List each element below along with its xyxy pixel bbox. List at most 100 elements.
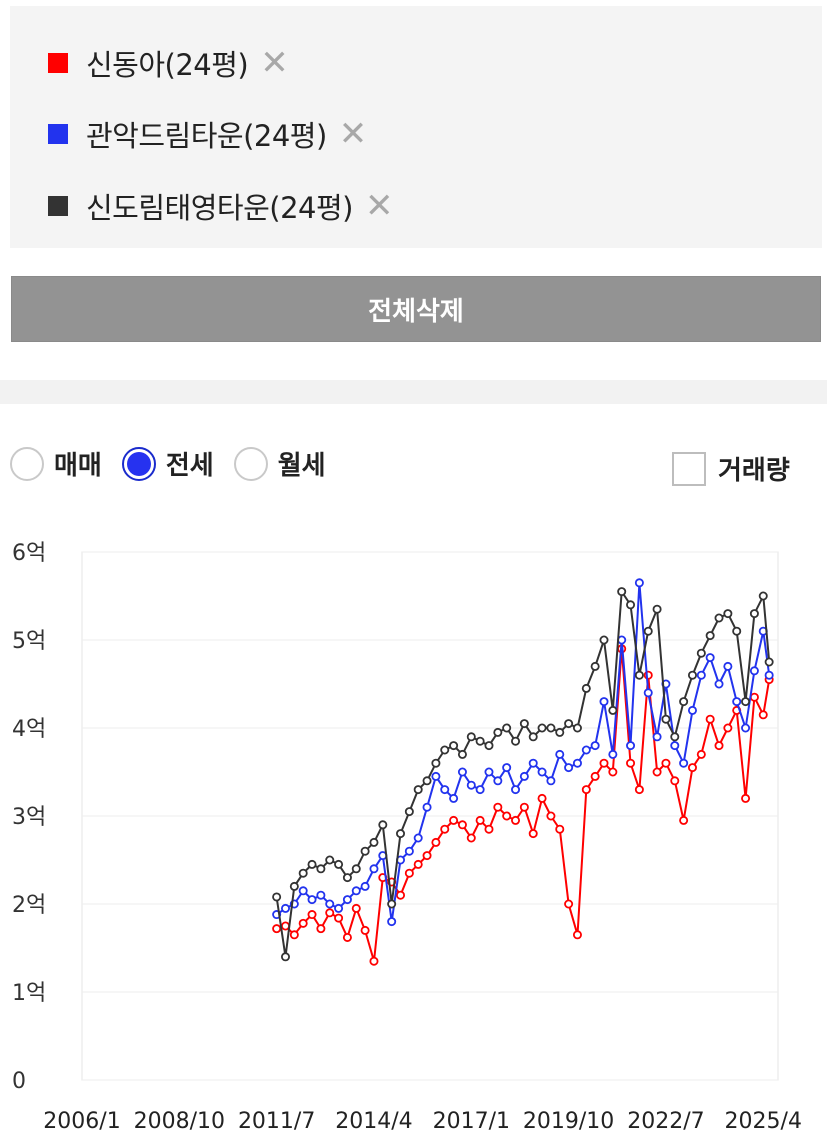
legend-item-gwanak-dream-town: 관악드림타운(24평) ✕ (48, 112, 367, 156)
radio-option-jeonse[interactable]: 전세 (121, 445, 214, 482)
data-point (280, 952, 290, 962)
y-tick-label: 4억 (12, 717, 46, 742)
jeonse-price-chart: 0 1억 2억 3억 4억 5억 6억 2006/1 2008/10 2011/7 2014/4 20… (12, 541, 802, 1134)
data-point (431, 771, 441, 781)
data-point (466, 833, 476, 843)
data-point (307, 910, 317, 920)
data-point (431, 758, 441, 768)
close-icon[interactable]: ✕ (338, 114, 368, 154)
legend-swatch-blue (48, 124, 68, 144)
data-point (626, 758, 636, 768)
data-point (764, 657, 774, 667)
data-point (670, 741, 680, 751)
data-point (298, 918, 308, 928)
y-tick-label: 5억 (12, 629, 46, 654)
data-point (484, 824, 494, 834)
data-point (502, 811, 512, 821)
data-point (652, 732, 662, 742)
radio-button-selected[interactable] (121, 446, 156, 481)
data-point (758, 591, 768, 601)
radio-label: 전세 (165, 451, 214, 481)
data-point (741, 697, 751, 707)
data-point (325, 899, 335, 909)
x-tick-label: 2025/4 (725, 1109, 802, 1134)
section-divider (0, 380, 827, 404)
close-icon[interactable]: ✕ (260, 43, 289, 83)
data-point (732, 626, 742, 636)
data-point (475, 736, 485, 746)
data-point (608, 749, 618, 759)
data-point (369, 837, 379, 847)
data-point (316, 864, 326, 874)
data-point (449, 815, 459, 825)
data-point (634, 670, 644, 680)
data-point (608, 767, 618, 777)
data-point (599, 635, 609, 645)
data-point (404, 807, 414, 817)
data-point (555, 824, 565, 834)
data-point (687, 705, 697, 715)
data-point (369, 864, 379, 874)
data-point (687, 763, 697, 773)
data-point (626, 741, 636, 751)
data-point (493, 802, 503, 812)
data-point (413, 833, 423, 843)
volume-checkbox[interactable] (672, 451, 706, 486)
radio-button[interactable] (10, 446, 44, 481)
data-point (714, 741, 724, 751)
data-point (572, 758, 582, 768)
data-point (280, 921, 290, 931)
data-point (325, 855, 335, 865)
data-point (652, 604, 662, 614)
data-point (590, 661, 600, 671)
y-tick-label: 6억 (12, 541, 46, 566)
data-point (280, 903, 290, 913)
data-point (643, 688, 653, 698)
data-point (484, 741, 494, 751)
data-point (493, 776, 503, 786)
data-point (723, 723, 733, 733)
data-point (749, 692, 759, 702)
data-point (422, 802, 432, 812)
data-point (643, 626, 653, 636)
data-point (466, 780, 476, 790)
radio-option-monthly-rent[interactable]: 월세 (233, 445, 326, 482)
legend-swatch-dark (48, 196, 68, 216)
data-point (475, 785, 485, 795)
data-point (599, 758, 609, 768)
clear-all-button[interactable]: 전체삭제 (11, 276, 821, 342)
close-icon[interactable]: ✕ (364, 186, 394, 226)
data-point (351, 903, 361, 913)
data-point (360, 881, 370, 891)
volume-toggle[interactable]: 거래량 (672, 450, 790, 487)
data-point (334, 903, 344, 913)
volume-label: 거래량 (718, 456, 790, 486)
data-point (564, 899, 574, 909)
data-point (572, 930, 582, 940)
data-point (537, 767, 547, 777)
data-point (360, 925, 370, 935)
data-point (422, 851, 432, 861)
data-point (546, 776, 556, 786)
data-point (519, 771, 529, 781)
data-point (378, 820, 388, 830)
radio-button[interactable] (233, 446, 268, 481)
data-point (732, 697, 742, 707)
data-point (714, 679, 724, 689)
legend-label: 신동아(24평) (86, 48, 249, 82)
data-point (484, 767, 494, 777)
data-point (555, 727, 565, 737)
x-tick-label: 2008/10 (134, 1109, 225, 1134)
legend-label: 신도림태영타운(24평) (86, 191, 353, 225)
radio-option-sale[interactable]: 매매 (10, 445, 102, 482)
data-point (519, 802, 529, 812)
data-point (758, 710, 768, 720)
x-tick-label: 2014/4 (335, 1109, 412, 1134)
data-point (626, 600, 636, 610)
data-point (457, 767, 467, 777)
data-point (431, 837, 441, 847)
data-point (387, 917, 397, 927)
data-point (634, 785, 644, 795)
x-tick-label: 2011/7 (238, 1109, 315, 1134)
data-point (342, 895, 352, 905)
